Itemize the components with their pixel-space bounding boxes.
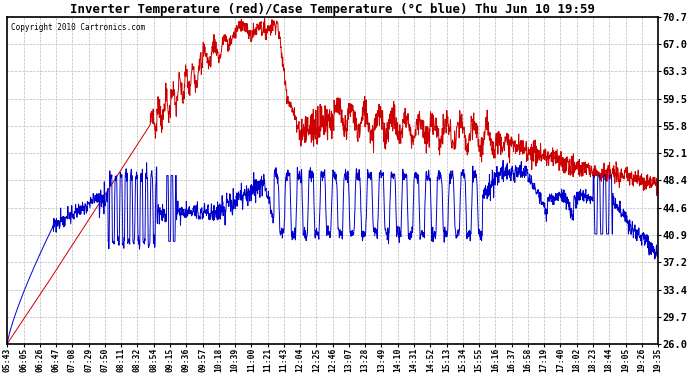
Title: Inverter Temperature (red)/Case Temperature (°C blue) Thu Jun 10 19:59: Inverter Temperature (red)/Case Temperat… bbox=[70, 3, 595, 16]
Text: Copyright 2010 Cartronics.com: Copyright 2010 Cartronics.com bbox=[10, 24, 145, 33]
